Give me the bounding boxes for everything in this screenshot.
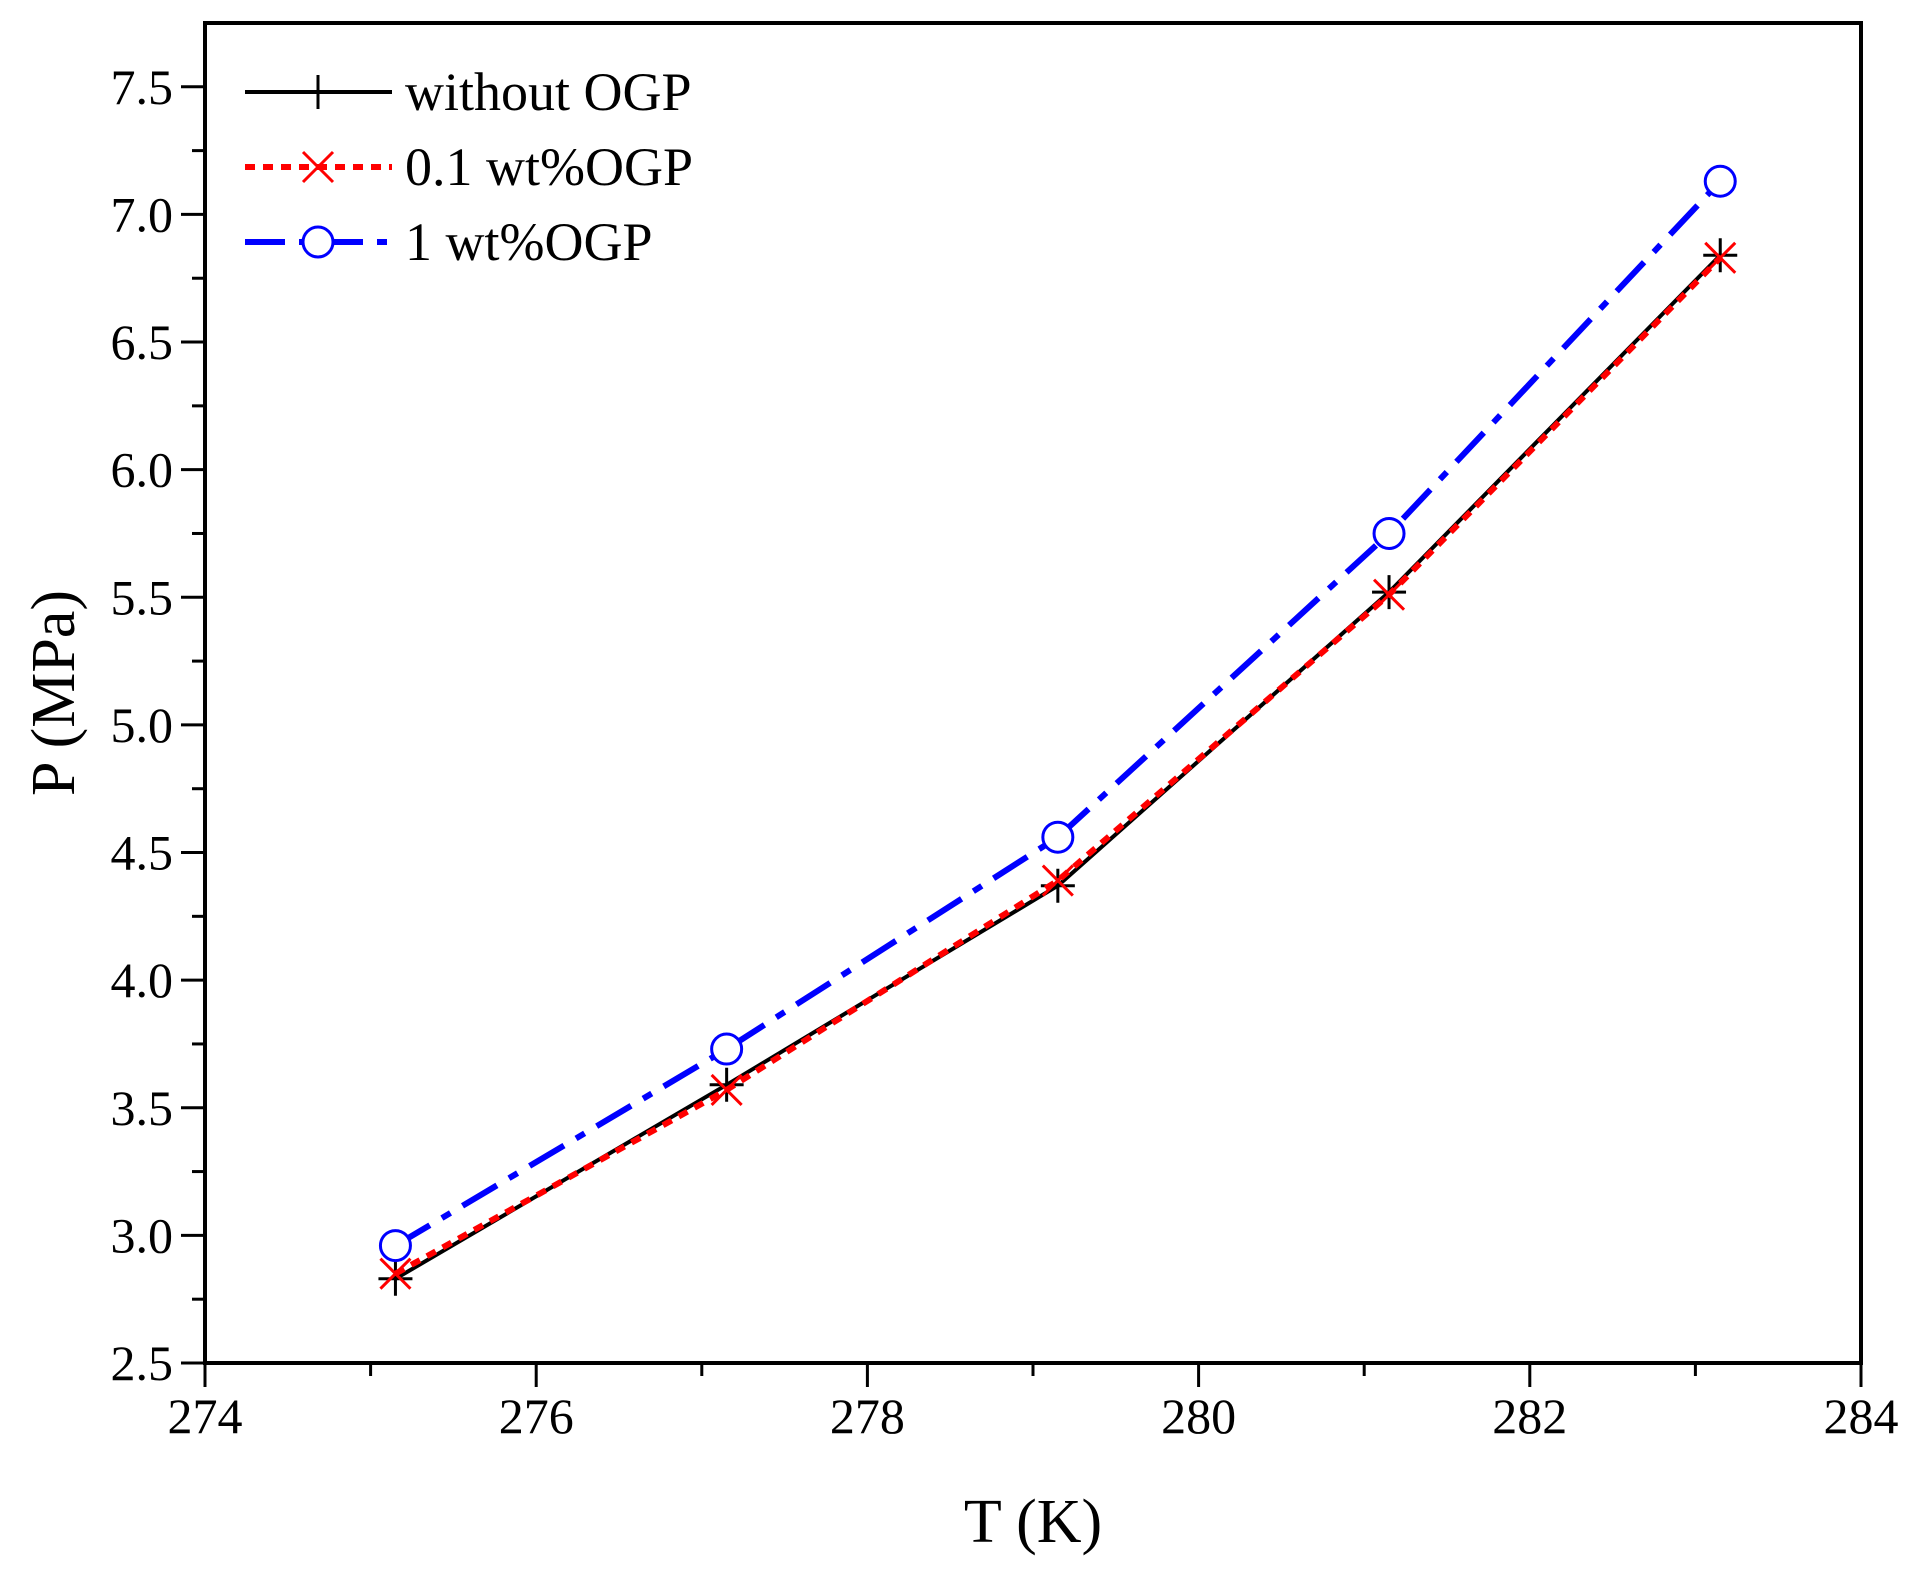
y-tick-label: 4.5	[111, 825, 174, 881]
y-tick-label: 3.0	[111, 1207, 174, 1263]
data-point-1-wt-ogp	[378, 1229, 412, 1263]
data-point-0-1-wt-ogp	[710, 1073, 743, 1106]
legend: without OGP 0.1 wt%OGP 1 wt%OGP	[245, 62, 693, 272]
data-point-0-1-wt-ogp	[1372, 578, 1406, 611]
legend-marker-0-1-wt-ogp	[301, 150, 335, 184]
legend-item-without-ogp: without OGP	[245, 62, 692, 122]
series-1-wt-ogp	[378, 164, 1737, 1263]
series-line-1-wt-ogp	[393, 179, 1723, 1249]
y-tick-label: 3.5	[111, 1080, 174, 1136]
data-point-without-ogp	[709, 1067, 744, 1102]
x-tick-label: 284	[1824, 1388, 1899, 1444]
data-point-0-1-wt-ogp	[1041, 864, 1074, 897]
x-tick-label: 276	[499, 1388, 574, 1444]
y-tick-label: 5.5	[111, 569, 174, 625]
series-line-0-1-wt-ogp	[393, 255, 1723, 1277]
y-tick-label: 4.0	[111, 952, 174, 1008]
x-tick-label: 280	[1161, 1388, 1236, 1444]
y-tick-label: 5.0	[111, 697, 174, 753]
y-tick-label: 7.0	[111, 186, 174, 242]
y-axis-label: P (MPa)	[20, 590, 88, 796]
data-point-without-ogp	[1703, 238, 1738, 273]
data-point-without-ogp	[378, 1261, 413, 1296]
data-point-1-wt-ogp	[1372, 516, 1406, 550]
legend-item-1-wt-ogp: 1 wt%OGP	[245, 212, 653, 272]
series-0-1-wt-ogp	[379, 241, 1737, 1290]
data-point-0-1-wt-ogp	[379, 1257, 412, 1290]
ticks-layer: 274 276 278 280 282 284 2.5 3.0 3.5 4.0 4.5 5.0 5.5 6…	[111, 59, 1899, 1444]
x-tick-label: 278	[830, 1388, 905, 1444]
y-tick-label: 6.0	[111, 442, 174, 498]
y-tick-label: 2.5	[111, 1335, 174, 1391]
x-tick-label: 282	[1492, 1388, 1567, 1444]
y-tick-label: 7.5	[111, 59, 174, 115]
data-point-1-wt-ogp	[1703, 164, 1737, 198]
legend-marker-1-wt-ogp	[301, 225, 335, 259]
plot-frame	[203, 21, 1863, 1365]
series-layer	[378, 164, 1738, 1296]
data-point-0-1-wt-ogp	[1704, 241, 1737, 274]
legend-label-1-wt-ogp: 1 wt%OGP	[405, 212, 653, 272]
x-axis-label: T (K)	[964, 1488, 1102, 1556]
legend-label-0-1-wt-ogp: 0.1 wt%OGP	[405, 137, 693, 197]
data-point-1-wt-ogp	[710, 1032, 744, 1066]
y-tick-label: 6.5	[111, 314, 174, 370]
x-tick-label: 274	[168, 1388, 243, 1444]
legend-marker-without-ogp	[301, 75, 335, 109]
legend-label-without-ogp: without OGP	[405, 62, 692, 122]
data-point-1-wt-ogp	[1041, 820, 1075, 854]
legend-item-0-1-wt-ogp: 0.1 wt%OGP	[245, 137, 693, 197]
